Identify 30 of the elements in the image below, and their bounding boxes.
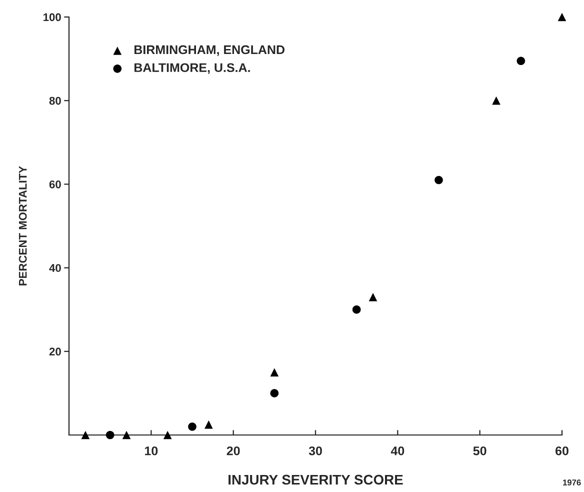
x-tick-label: 30 [308, 446, 322, 456]
point [81, 430, 90, 440]
y-tick-label: 80 [49, 96, 61, 105]
x-tick-label: 60 [556, 446, 568, 456]
point [492, 96, 500, 105]
point [352, 305, 361, 314]
point [558, 12, 566, 22]
x-axis-title: INJURY SEVERITY SCORE [228, 474, 403, 485]
y-axis-title: PERCENT MORTALITY [18, 166, 27, 286]
point [368, 292, 378, 302]
point [106, 430, 114, 440]
point [163, 430, 172, 440]
x-tick-label: 20 [226, 446, 240, 456]
point [122, 430, 131, 440]
legend-label: BALTIMORE, U.S.A. [134, 63, 250, 74]
point [434, 176, 443, 184]
point [270, 368, 279, 376]
y-tick-label: 20 [49, 348, 61, 356]
x-tick-label: 50 [473, 446, 486, 456]
x-tick-label: 10 [145, 446, 158, 456]
legend-label: BIRMINGHAM, ENGLAND [134, 45, 285, 56]
point [204, 420, 213, 429]
y-tick-label: 40 [49, 264, 61, 272]
point [270, 389, 279, 398]
point [188, 422, 196, 431]
text: 1976 [563, 480, 581, 486]
y-tick-label: 60 [49, 180, 61, 188]
y-tick-label: 100 [44, 13, 61, 22]
point [516, 56, 526, 66]
x-tick-label: 40 [390, 446, 404, 456]
